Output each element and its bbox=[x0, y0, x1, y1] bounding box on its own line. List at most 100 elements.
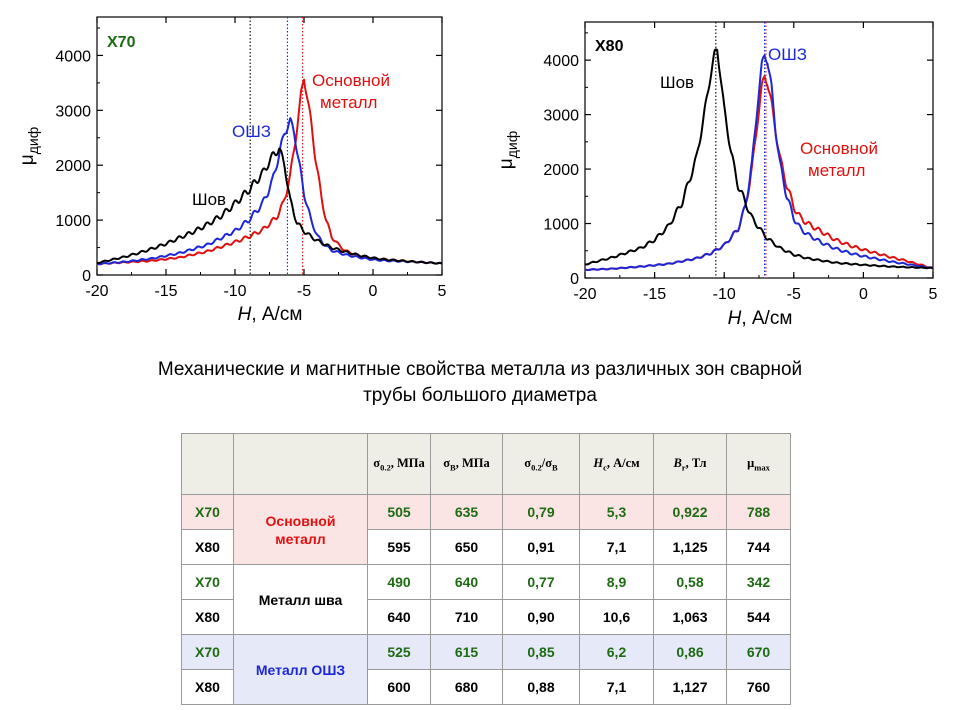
caption-line-1: Механические и магнитные свойства металл… bbox=[157, 359, 803, 380]
x-tick-label: 0 bbox=[859, 286, 868, 303]
series-line bbox=[584, 48, 934, 270]
grade-cell: X80 bbox=[181, 669, 234, 705]
value-cell: 0,922 bbox=[653, 494, 727, 530]
label-base-metal-2: металл bbox=[808, 161, 865, 180]
value-cell: 640 bbox=[367, 599, 431, 635]
properties-table: σ0.2, МПа σВ, МПа σ0.2/σВ Hc, А/см Br, Т… bbox=[181, 433, 791, 705]
y-tick-label: 1000 bbox=[55, 213, 91, 230]
label-base-metal: Основной bbox=[800, 139, 878, 158]
header-yield-strength: σ0.2, МПа bbox=[367, 433, 431, 495]
axis-ticks: -20 -15 -10 -5 0 5 0 1000 2000 3000 4000 bbox=[543, 22, 938, 303]
value-cell: 650 bbox=[430, 529, 503, 565]
value-cell: 10,6 bbox=[579, 599, 654, 635]
x-tick-label: 5 bbox=[438, 283, 447, 300]
chart-x70: -20 -15 -10 -5 0 5 0 1000 2000 3000 4000 X70 Основ… bbox=[17, 16, 447, 325]
axis-ticks: -20 -15 -10 -5 0 5 0 1000 2000 3000 4000 bbox=[55, 17, 447, 300]
value-cell: 490 bbox=[367, 564, 431, 600]
table-row: X80 595 650 0,91 7,1 1,125 744 bbox=[181, 529, 791, 565]
x-axis-label: H, А/см bbox=[728, 308, 793, 329]
value-cell: 615 bbox=[430, 634, 503, 670]
x-tick-label: -5 bbox=[297, 283, 311, 300]
value-cell: 0,79 bbox=[502, 494, 580, 530]
x-tick-label: 5 bbox=[929, 286, 938, 303]
series-group bbox=[96, 78, 443, 266]
x-tick-label: -10 bbox=[223, 283, 246, 300]
value-cell: 788 bbox=[726, 494, 791, 530]
figure-caption: Механические и магнитные свойства металл… bbox=[0, 357, 960, 409]
value-cell: 342 bbox=[726, 564, 791, 600]
value-cell: 760 bbox=[726, 669, 791, 705]
table-row: X80 600 680 0,88 7,1 1,127 760 bbox=[181, 669, 791, 705]
value-cell: 7,1 bbox=[579, 529, 654, 565]
caption-line-2: трубы большого диаметра bbox=[363, 385, 597, 406]
label-haz: ОШЗ bbox=[768, 45, 807, 64]
x-tick-label: -5 bbox=[787, 286, 801, 303]
value-cell: 8,9 bbox=[579, 564, 654, 600]
value-cell: 0,77 bbox=[502, 564, 580, 600]
value-cell: 0,58 bbox=[653, 564, 727, 600]
value-cell: 595 bbox=[367, 529, 431, 565]
series-line bbox=[96, 117, 443, 266]
header-blank-grade bbox=[181, 433, 234, 495]
zone-base-metal: Основной металл bbox=[233, 494, 368, 565]
y-tick-label: 1000 bbox=[543, 217, 579, 234]
y-tick-label: 3000 bbox=[55, 103, 91, 120]
y-tick-label: 2000 bbox=[55, 158, 91, 175]
value-cell: 1,063 bbox=[653, 599, 727, 635]
value-cell: 0,91 bbox=[502, 529, 580, 565]
y-tick-label: 2000 bbox=[543, 162, 579, 179]
value-cell: 710 bbox=[430, 599, 503, 635]
x-tick-label: -15 bbox=[643, 286, 666, 303]
table-header-row: σ0.2, МПа σВ, МПа σ0.2/σВ Hc, А/см Br, Т… bbox=[181, 433, 791, 495]
x-axis-label: H, А/см bbox=[238, 304, 303, 325]
x-tick-label: 0 bbox=[369, 283, 378, 300]
grade-cell: X80 bbox=[181, 529, 234, 565]
grade-cell: X70 bbox=[181, 564, 234, 600]
y-tick-label: 0 bbox=[82, 268, 91, 285]
series-line bbox=[584, 54, 934, 271]
header-tensile-strength: σВ, МПа bbox=[430, 433, 503, 495]
header-max-permeability: μmax bbox=[726, 433, 791, 495]
y-tick-label: 4000 bbox=[55, 48, 91, 65]
label-haz: ОШЗ bbox=[232, 122, 271, 141]
label-base-metal-2: металл bbox=[320, 93, 377, 112]
series-group bbox=[584, 48, 934, 271]
y-axis-label: μдиф bbox=[17, 127, 41, 165]
table-row: X80 640 710 0,90 10,6 1,063 544 bbox=[181, 599, 791, 635]
plot-frame bbox=[584, 21, 934, 279]
grade-cell: X70 bbox=[181, 494, 234, 530]
plot-frame bbox=[96, 16, 443, 276]
series-line bbox=[96, 147, 443, 265]
chart-x80: -20 -15 -10 -5 0 5 0 1000 2000 3000 4000 X80 Шов О… bbox=[496, 21, 938, 329]
panel-label: X70 bbox=[107, 34, 136, 51]
zone-haz-metal: Металл ОШЗ bbox=[233, 634, 368, 705]
value-cell: 505 bbox=[367, 494, 431, 530]
x-tick-label: -15 bbox=[154, 283, 177, 300]
value-cell: 640 bbox=[430, 564, 503, 600]
value-cell: 600 bbox=[367, 669, 431, 705]
value-cell: 525 bbox=[367, 634, 431, 670]
panel-label: X80 bbox=[595, 38, 624, 55]
table-row: X70 Металл шва 490 640 0,77 8,9 0,58 342 bbox=[181, 564, 791, 635]
value-cell: 7,1 bbox=[579, 669, 654, 705]
header-strength-ratio: σ0.2/σВ bbox=[502, 433, 580, 495]
series-line bbox=[96, 78, 443, 266]
value-cell: 6,2 bbox=[579, 634, 654, 670]
table-row: X70 Металл ОШЗ 525 615 0,85 6,2 0,86 670 bbox=[181, 634, 791, 705]
grade-cell: X70 bbox=[181, 634, 234, 670]
value-cell: 544 bbox=[726, 599, 791, 635]
y-tick-label: 3000 bbox=[543, 108, 579, 125]
value-cell: 744 bbox=[726, 529, 791, 565]
value-cell: 670 bbox=[726, 634, 791, 670]
value-cell: 0,85 bbox=[502, 634, 580, 670]
value-cell: 5,3 bbox=[579, 494, 654, 530]
grade-cell: X80 bbox=[181, 599, 234, 635]
charts-figure: -20 -15 -10 -5 0 5 0 1000 2000 3000 4000 X70 Основ… bbox=[17, 16, 938, 329]
value-cell: 680 bbox=[430, 669, 503, 705]
header-coercive-force: Hc, А/см bbox=[579, 433, 654, 495]
y-tick-label: 4000 bbox=[543, 53, 579, 70]
label-weld: Шов bbox=[660, 73, 694, 92]
series-line bbox=[584, 75, 934, 271]
header-blank-zone bbox=[233, 433, 368, 495]
reference-lines bbox=[715, 22, 767, 278]
